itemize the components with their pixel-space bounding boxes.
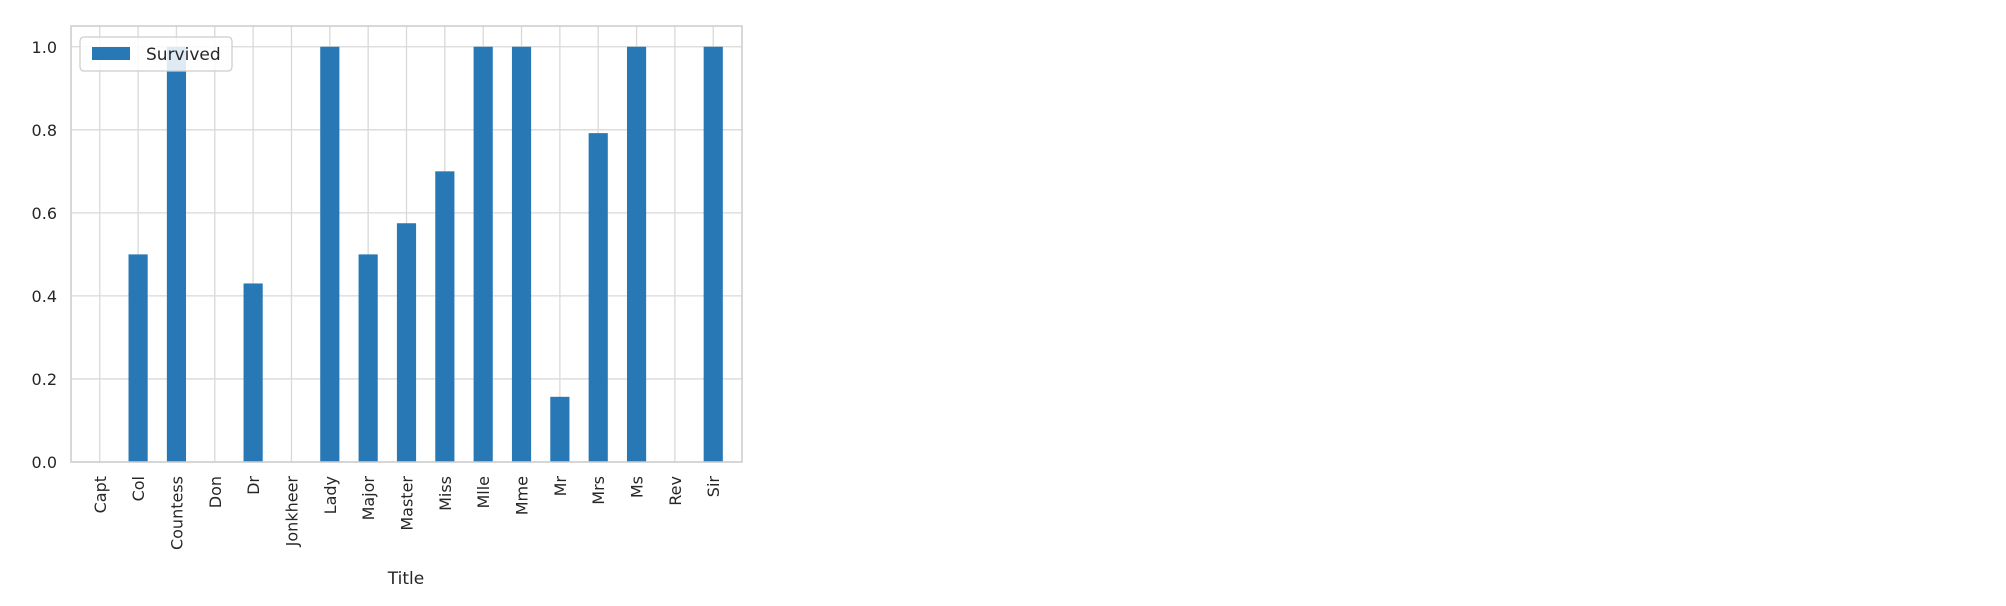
y-tick-labels: 0.0 0.2 0.4 0.6 0.8 1.0 [32, 38, 57, 472]
bar-countess [166, 46, 187, 463]
x-tick-label-jonkheer: Jonkheer [282, 476, 301, 548]
bar-col [128, 254, 148, 462]
x-tick-label-capt: Capt [91, 476, 110, 513]
x-tick-label-mme: Mme [513, 476, 532, 515]
y-tick-label: 0.4 [32, 287, 57, 306]
legend: Survived [79, 36, 233, 72]
bar-ms [626, 46, 647, 463]
bar-mlle [473, 46, 493, 463]
y-tick-label: 0.0 [32, 453, 57, 472]
bar-sir [703, 46, 723, 463]
y-tick-label: 0.8 [32, 121, 57, 140]
bar-dr [243, 283, 263, 462]
bar-major [358, 254, 378, 462]
bar-master [396, 223, 417, 462]
y-tick-label: 0.6 [32, 204, 57, 223]
x-tick-label-rev: Rev [666, 476, 685, 506]
x-tick-label-countess: Countess [167, 476, 186, 550]
x-tick-label-col: Col [129, 476, 148, 501]
legend-box [79, 36, 233, 72]
y-tick-label: 1.0 [32, 38, 57, 57]
x-tick-label-master: Master [398, 476, 417, 531]
x-tick-label-lady: Lady [321, 476, 340, 514]
bars [128, 46, 723, 463]
x-tick-label-mr: Mr [551, 476, 570, 497]
x-tick-label-dr: Dr [244, 476, 263, 495]
bar-miss [435, 171, 455, 463]
x-tick-label-mlle: Mlle [474, 476, 493, 509]
x-tick-label-ms: Ms [628, 476, 647, 498]
x-axis-label: Title [387, 569, 424, 589]
legend-label-survived: Survived [146, 45, 221, 65]
x-tick-label-miss: Miss [436, 476, 455, 511]
bar-mr [550, 396, 570, 462]
legend-swatch-survived [92, 47, 130, 60]
bar-lady [320, 46, 340, 463]
bar-mrs [588, 133, 608, 463]
plot-spine [70, 25, 743, 463]
x-tick-label-mrs: Mrs [589, 476, 608, 505]
bar-mme [511, 46, 532, 463]
x-tick-labels: Capt Col Countess Don Dr Jonkheer Lady Major Mas… [91, 476, 723, 550]
x-tick-label-major: Major [359, 476, 378, 521]
y-tick-label: 0.2 [32, 370, 57, 389]
x-tick-label-don: Don [206, 476, 225, 508]
x-tick-label-sir: Sir [704, 476, 723, 498]
